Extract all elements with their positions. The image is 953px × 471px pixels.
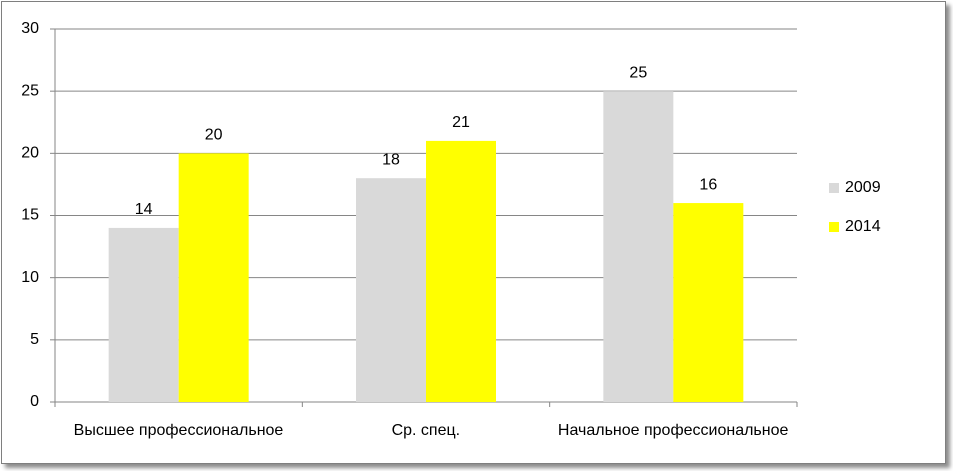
y-tick-label: 5 — [30, 331, 39, 348]
data-label: 20 — [205, 127, 223, 144]
y-tick-label: 0 — [30, 393, 39, 410]
data-label: 14 — [135, 201, 153, 218]
bar — [603, 91, 674, 403]
y-tick-label: 25 — [21, 82, 39, 99]
y-tick-label: 10 — [21, 269, 39, 286]
bar — [178, 153, 249, 402]
bar — [108, 227, 179, 402]
legend-label: 2009 — [845, 179, 881, 196]
data-label: 18 — [382, 151, 400, 168]
legend-swatch — [829, 183, 839, 193]
legend-swatch — [829, 222, 839, 232]
bar — [356, 178, 426, 402]
x-tick-label: Высшее профессиональное — [73, 422, 284, 439]
data-label: 16 — [699, 176, 717, 193]
legend-label: 2014 — [845, 218, 881, 235]
y-tick-label: 30 — [21, 20, 39, 37]
y-tick-label: 20 — [21, 145, 39, 162]
y-tick-label: 15 — [21, 207, 39, 224]
bar — [673, 203, 744, 402]
x-tick-label: Ср. спец. — [391, 422, 461, 439]
data-label: 21 — [452, 114, 470, 131]
data-label: 25 — [629, 64, 647, 81]
bar — [426, 140, 496, 402]
x-tick-label: Начальное профессиональное — [557, 422, 789, 439]
